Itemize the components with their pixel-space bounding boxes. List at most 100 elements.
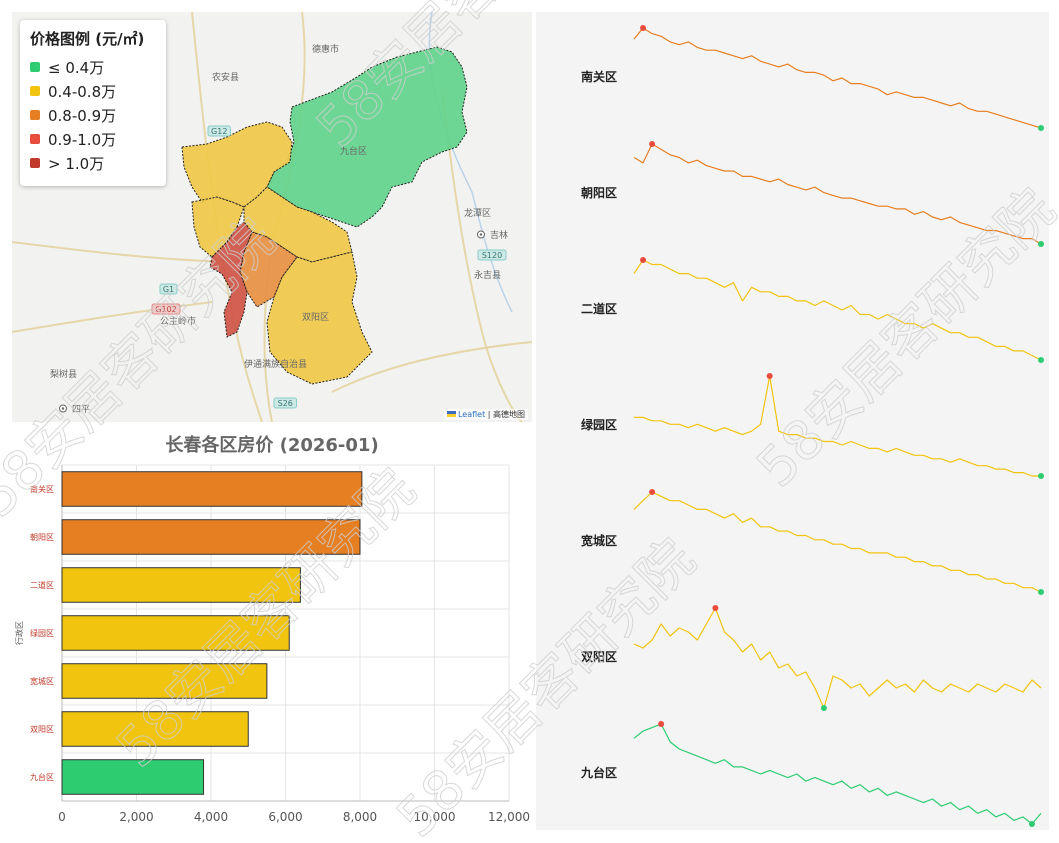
bar[interactable] [61, 663, 268, 699]
map-place-text: 公主岭市 [160, 315, 196, 327]
map-place-text: 龙潭区 [464, 207, 491, 219]
road-shield-text: G102 [155, 305, 176, 314]
legend-label: ≤ 0.4万 [48, 58, 105, 77]
bar[interactable] [61, 759, 205, 795]
leaflet-link[interactable]: Leaflet [457, 410, 486, 419]
district-trend-panel: 南关区朝阳区二道区绿园区宽城区双阳区九台区 [536, 12, 1049, 830]
district-polygons[interactable] [181, 46, 468, 385]
bar[interactable] [61, 615, 290, 651]
bar[interactable] [61, 519, 361, 555]
bar[interactable] [61, 711, 249, 747]
map-attribution: Leaflet | 高德地图 [443, 409, 528, 420]
map-place-label: 德惠市 [312, 43, 339, 55]
bar[interactable] [61, 471, 363, 507]
trend-line [633, 259, 1042, 361]
trend-line [633, 27, 1042, 129]
legend-swatch [30, 86, 40, 96]
trend-line [633, 607, 1042, 709]
bar-chart-title: 长春各区房价 (2026-01) [165, 434, 378, 456]
bar-xtick-label: 6,000 [268, 810, 302, 824]
map-place-label: 吉林 [477, 229, 508, 241]
district-price-map[interactable]: 德惠市农安县九台区龙潭区吉林永吉县双阳区 公主岭市伊通满族自治县梨树县四平 G12 G… [12, 12, 532, 422]
bar-xtick-label: 4,000 [194, 810, 228, 824]
trend-min-point [1038, 473, 1044, 479]
trend-max-point [766, 373, 773, 379]
bar-y-axis-label: 行政区 [14, 621, 24, 645]
road-shield-text: S26 [278, 399, 293, 408]
trend-line [633, 491, 1042, 593]
bar-category-label: 宽城区 [30, 676, 54, 686]
bar[interactable] [61, 567, 301, 603]
trend-min-point [1038, 125, 1044, 131]
trend-district-label: 九台区 [580, 765, 617, 780]
legend-title: 价格图例 (元/㎡) [30, 30, 145, 48]
trend-min-point [1038, 241, 1044, 247]
road-shield: G12 [207, 125, 231, 137]
trend-district-label: 双阳区 [581, 649, 617, 664]
bar-category-label: 九台区 [30, 772, 54, 782]
bar-category-label: 绿园区 [30, 629, 54, 638]
map-place-text: 德惠市 [312, 43, 339, 55]
trend-max-point [640, 257, 647, 263]
district-chaoyang[interactable] [239, 231, 298, 308]
trend-max-point [712, 605, 719, 611]
bar-category-label: 双阳区 [30, 725, 54, 734]
map-place-label: 九台区 [340, 145, 367, 157]
trend-row: 朝阳区 [581, 141, 1044, 247]
flag-icon [446, 411, 456, 417]
map-place-label: 梨树县 [50, 368, 77, 380]
bar-xtick-label: 12,000 [488, 810, 530, 824]
trend-min-point [1038, 357, 1044, 363]
legend-swatch [30, 158, 40, 168]
road-shield: G1 [159, 283, 178, 295]
district-jiutai[interactable] [266, 46, 468, 228]
map-place-label: 双阳区 [302, 312, 329, 323]
trend-row: 绿园区 [581, 373, 1044, 479]
map-place-label: 四平 [59, 404, 90, 415]
road-shield: G102 [151, 303, 181, 315]
trend-district-label: 绿园区 [581, 417, 617, 432]
map-place-label: 农安县 [212, 71, 239, 83]
map-place-label: 龙潭区 [464, 207, 491, 219]
district-nongan-west[interactable] [181, 121, 293, 208]
bar-category-label: 二道区 [30, 580, 54, 590]
map-place-text: 九台区 [340, 145, 367, 157]
trend-district-label: 宽城区 [580, 533, 617, 548]
trend-row: 二道区 [581, 257, 1044, 363]
road-shield: S26 [273, 397, 297, 409]
trend-row: 宽城区 [580, 489, 1044, 595]
trend-district-label: 南关区 [581, 69, 617, 84]
road-shield-text: G12 [211, 127, 227, 136]
district-nanguan[interactable] [209, 221, 253, 338]
map-place-text: 农安县 [212, 71, 239, 83]
map-place-text: 永吉县 [474, 269, 501, 281]
legend-label: > 1.0万 [48, 154, 105, 173]
bar-chart-svg: 长春各区房价 (2026-01) 0 2,000 4,000 6,000 8,000 10,… [14, 434, 530, 824]
bar-category-label: 南关区 [30, 484, 54, 494]
legend-label: 0.4-0.8万 [48, 82, 117, 101]
map-place-label: 伊通满族自治县 [244, 358, 307, 370]
trend-max-point [649, 141, 656, 147]
legend-swatch [30, 134, 40, 144]
legend-item: 0.8-0.9万 [30, 103, 156, 127]
trend-row: 双阳区 [581, 605, 1042, 711]
trend-district-label: 朝阳区 [581, 185, 617, 200]
legend-swatch [30, 110, 40, 120]
trend-line [633, 143, 1042, 245]
bar-xtick-label: 2,000 [119, 810, 153, 824]
map-place-label: 公主岭市 [160, 315, 196, 327]
legend-label: 0.8-0.9万 [48, 106, 117, 125]
trend-row: 南关区 [581, 25, 1044, 131]
trend-max-point [658, 721, 665, 727]
bar-xtick-label: 0 [58, 810, 66, 824]
map-place-text: 四平 [72, 404, 90, 415]
road-shield: S120 [477, 249, 507, 261]
trend-district-label: 二道区 [581, 301, 617, 316]
attribution-separator: | [485, 410, 493, 419]
district-price-bar-chart: 长春各区房价 (2026-01) 0 2,000 4,000 6,000 8,000 10,… [12, 425, 532, 830]
legend-label: 0.9-1.0万 [48, 130, 117, 149]
district-shuangyang[interactable] [266, 251, 373, 385]
legend-item: > 1.0万 [30, 151, 156, 175]
